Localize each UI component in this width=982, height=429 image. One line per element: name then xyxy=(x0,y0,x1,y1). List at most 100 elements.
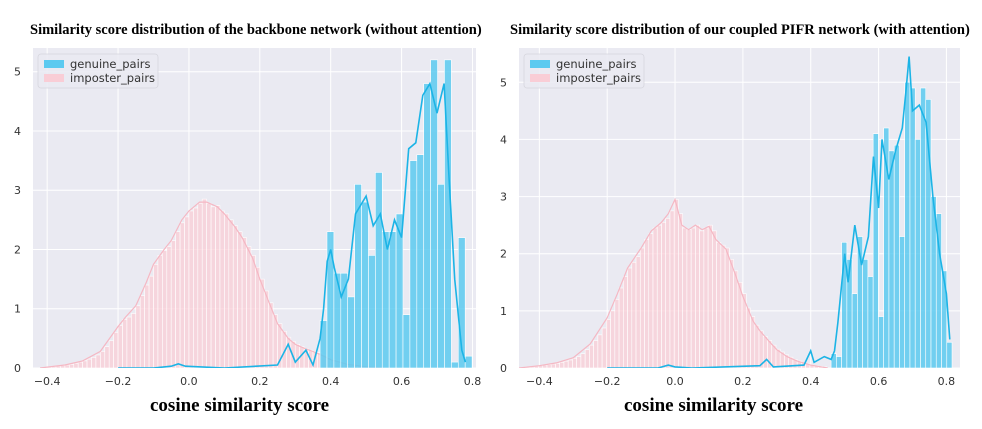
imposter_pairs-bar xyxy=(228,219,234,368)
imposter_pairs-bar xyxy=(623,276,628,368)
imposter_pairs-bar xyxy=(716,241,722,368)
genuine_pairs-bar xyxy=(872,133,879,368)
genuine_pairs-bar xyxy=(920,87,927,368)
x-axis-label: cosine similarity score xyxy=(624,395,804,416)
imposter_pairs-bar xyxy=(86,358,92,368)
imposter_pairs-bar xyxy=(175,231,181,368)
imposter_pairs-bar xyxy=(286,336,292,368)
imposter_pairs-bar xyxy=(737,281,743,368)
y-tick-label: 2 xyxy=(500,248,507,261)
x-tick-label: 0.0 xyxy=(180,375,198,388)
legend-label-imposter_pairs: imposter_pairs xyxy=(556,71,641,85)
imposter_pairs-bar xyxy=(184,216,190,368)
imposter_pairs-bar xyxy=(665,217,671,368)
x-tick-label: 0.2 xyxy=(251,375,269,388)
genuine_pairs-bar xyxy=(381,231,390,368)
imposter_pairs-bar xyxy=(712,230,717,368)
imposter_pairs-bar xyxy=(686,229,692,368)
imposter_pairs-bar xyxy=(699,230,705,368)
x-tick-label: −0.2 xyxy=(105,375,132,388)
genuine_pairs-bar xyxy=(375,172,383,368)
imposter_pairs-bar xyxy=(610,310,616,368)
imposter_pairs-bars xyxy=(46,198,367,368)
imposter_pairs-bar xyxy=(631,261,637,368)
genuine_pairs-bar xyxy=(457,237,466,368)
histogram-chart-pifr: −0.4 −0.2 0.0 0.2 0.4 0.6 0.8 0 1 2 3 4 5 genuine_pai… xyxy=(500,48,960,388)
y-tick-label: 4 xyxy=(500,133,507,146)
legend-label-genuine_pairs: genuine_pairs xyxy=(70,57,151,71)
genuine_pairs-bar xyxy=(402,314,411,368)
imposter_pairs-bar xyxy=(224,213,230,368)
x-axis-label: cosine similarity score xyxy=(150,395,330,416)
imposter_pairs-bar xyxy=(550,363,556,368)
histogram-chart-backbone: −0.4 −0.2 0.0 0.2 0.4 0.6 0.8 0 1 2 3 4 5 genuine_pai… xyxy=(14,48,482,388)
imposter_pairs-bar xyxy=(567,359,573,368)
imposter_pairs-bar xyxy=(580,353,586,368)
genuine_pairs-bar xyxy=(430,59,438,368)
imposter_pairs-bar xyxy=(148,275,154,368)
imposter_pairs-bar xyxy=(73,362,79,368)
imposter_pairs-bar xyxy=(584,349,590,368)
imposter_pairs-bar xyxy=(661,221,667,368)
imposter_pairs-bar xyxy=(232,225,238,368)
x-tick-label: 0.8 xyxy=(938,375,956,388)
imposter_pairs-bar xyxy=(246,246,252,368)
y-tick-label: 3 xyxy=(500,191,507,204)
genuine_pairs-bars xyxy=(319,59,473,368)
x-tick-label: 0.8 xyxy=(464,375,482,388)
imposter_pairs-bar xyxy=(139,295,145,368)
imposter_pairs-bar xyxy=(237,231,243,368)
imposter_pairs-bar xyxy=(210,206,216,368)
imposter_pairs-bar xyxy=(179,222,185,368)
x-tick-label: 0.4 xyxy=(802,375,820,388)
imposter_pairs-bar xyxy=(91,357,97,368)
imposter_pairs-bar xyxy=(576,356,582,368)
imposter_pairs-bar xyxy=(69,364,75,368)
imposter_pairs-bar xyxy=(215,205,221,368)
imposter_pairs-bar xyxy=(104,346,110,368)
x-tick-label: −0.2 xyxy=(594,375,621,388)
imposter_pairs-bar xyxy=(597,334,603,368)
chart-panel-pifr: Similarity score distribution of our cou… xyxy=(492,0,982,429)
legend-label-imposter_pairs: imposter_pairs xyxy=(70,71,155,85)
genuine_pairs-bar xyxy=(888,150,895,368)
imposter_pairs-bar xyxy=(648,233,654,368)
imposter_pairs-bar xyxy=(690,227,696,368)
imposter_pairs-bar xyxy=(644,239,650,368)
imposter_pairs-bar xyxy=(263,290,269,368)
legend-box xyxy=(37,53,159,89)
chart-title: Similarity score distribution of the bac… xyxy=(30,22,482,38)
genuine_pairs-bar xyxy=(914,139,921,368)
genuine_pairs-bar xyxy=(416,154,425,368)
imposter_pairs-bar xyxy=(750,316,756,368)
imposter_pairs-bar xyxy=(656,224,662,368)
genuine_pairs-bar xyxy=(388,231,397,368)
imposter_pairs-bar xyxy=(201,198,207,368)
imposter_pairs-bar xyxy=(135,305,141,368)
imposter_pairs-bar xyxy=(703,227,709,368)
imposter_pairs-bar xyxy=(206,202,212,368)
genuine_pairs-bar xyxy=(451,361,459,368)
imposter_pairs-bar xyxy=(157,255,163,368)
imposter_pairs-bar xyxy=(144,284,150,368)
genuine_pairs-bar xyxy=(395,213,404,368)
imposter_pairs-bar xyxy=(219,210,225,368)
genuine_pairs-kde-line xyxy=(607,56,951,368)
genuine_pairs-bar xyxy=(893,144,900,368)
genuine_pairs-bar xyxy=(878,316,884,368)
y-tick-label: 0 xyxy=(14,362,21,375)
legend-box xyxy=(523,53,645,89)
genuine_pairs-bar xyxy=(836,356,842,368)
plot-layer xyxy=(40,59,473,368)
imposter_pairs-bar xyxy=(117,325,123,368)
imposter_pairs-bar xyxy=(153,263,159,368)
imposter_pairs-bar xyxy=(77,361,83,368)
y-tick-label: 0 xyxy=(500,362,507,375)
legend-swatch-genuine_pairs xyxy=(44,60,64,68)
x-tick-label: 0.2 xyxy=(734,375,752,388)
y-tick-label: 1 xyxy=(14,303,21,316)
imposter_pairs-bar xyxy=(259,278,265,368)
x-tick-label: 0.4 xyxy=(322,375,340,388)
y-tick-label: 5 xyxy=(14,66,21,79)
genuine_pairs-bar xyxy=(862,259,869,368)
